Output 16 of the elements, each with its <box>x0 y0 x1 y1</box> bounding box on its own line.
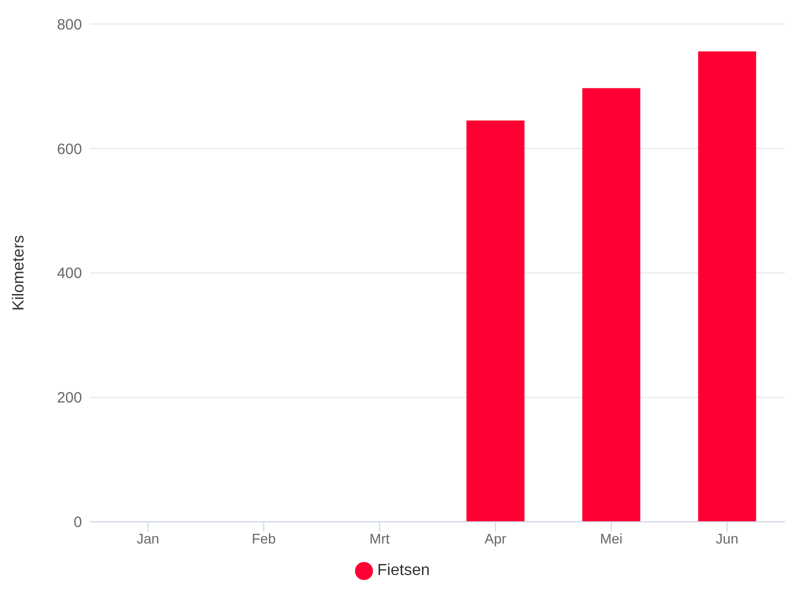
x-tick-label: Apr <box>484 530 507 547</box>
y-axis-title: Kilometers <box>10 235 28 311</box>
y-tick-label: 600 <box>56 140 82 158</box>
bar <box>466 120 524 522</box>
bar <box>582 88 640 522</box>
legend-label: Fietsen <box>377 562 430 579</box>
bar <box>698 51 756 522</box>
x-tick-label: Jan <box>136 530 160 547</box>
x-tick-label: Mrt <box>369 530 390 547</box>
x-tick-label: Feb <box>252 530 276 547</box>
x-tick-label: Mei <box>600 530 623 547</box>
y-tick-label: 200 <box>56 390 82 407</box>
y-tick-label: 800 <box>56 16 82 34</box>
y-tick-label: 400 <box>56 265 82 282</box>
y-tick-label: 0 <box>74 514 82 532</box>
x-tick-label: Jun <box>716 530 738 547</box>
